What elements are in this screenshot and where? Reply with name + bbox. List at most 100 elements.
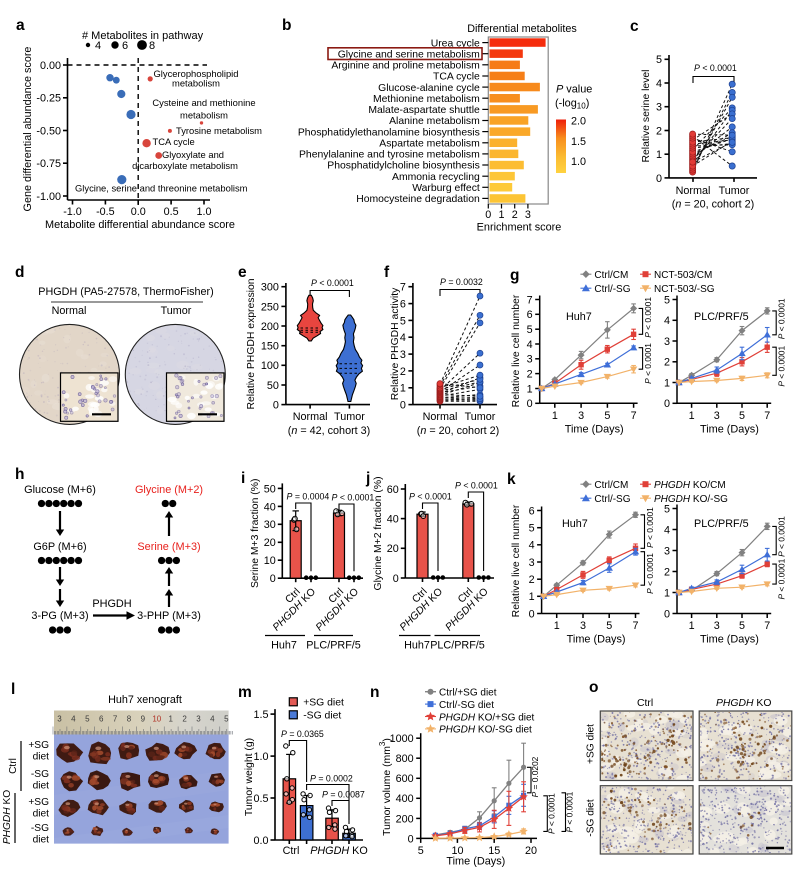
svg-text:-SG: -SG <box>31 769 49 780</box>
svg-text:(n = 20, cohort 2): (n = 20, cohort 2) <box>672 199 755 211</box>
svg-text:3: 3 <box>714 620 720 632</box>
svg-text:-1.0: -1.0 <box>63 206 82 218</box>
svg-text:P = 0.0032: P = 0.0032 <box>440 277 483 287</box>
svg-text:5: 5 <box>224 715 229 724</box>
svg-text:3: 3 <box>400 349 406 361</box>
svg-text:Time (Days): Time (Days) <box>700 423 759 435</box>
svg-text:Tumor: Tumor <box>465 411 496 423</box>
svg-text:e: e <box>238 264 247 281</box>
svg-text:10: 10 <box>264 555 276 567</box>
svg-text:Tumor: Tumor <box>334 411 365 423</box>
svg-text:1000: 1000 <box>390 733 414 745</box>
svg-text:1: 1 <box>689 620 695 632</box>
svg-text:400: 400 <box>396 793 414 805</box>
svg-text:Serine (M+3): Serine (M+3) <box>137 541 200 553</box>
svg-text:Huh7 xenograft: Huh7 xenograft <box>108 694 182 706</box>
svg-text:Arginine and proline metabolis: Arginine and proline metabolism <box>331 61 479 72</box>
svg-text:50: 50 <box>267 380 279 392</box>
svg-text:4: 4 <box>210 715 215 724</box>
svg-text:0.5: 0.5 <box>164 206 179 218</box>
svg-text:5: 5 <box>606 620 612 632</box>
svg-text:1: 1 <box>554 620 560 632</box>
svg-text:10: 10 <box>152 715 161 724</box>
svg-text:b: b <box>282 17 291 34</box>
svg-text:n: n <box>370 684 379 701</box>
svg-text:P = 0.0087: P = 0.0087 <box>322 790 365 800</box>
svg-text:0.0: 0.0 <box>253 835 268 847</box>
svg-text:P < 0.0001: P < 0.0001 <box>694 63 737 73</box>
svg-text:2: 2 <box>656 125 662 137</box>
svg-text:7: 7 <box>527 294 533 306</box>
svg-text:150: 150 <box>261 341 279 353</box>
svg-text:3: 3 <box>664 545 670 557</box>
svg-text:P < 0.0001: P < 0.0001 <box>643 343 653 384</box>
svg-text:P < 0.0001: P < 0.0001 <box>645 553 655 594</box>
svg-text:1.0: 1.0 <box>571 156 586 168</box>
svg-text:40: 40 <box>264 501 276 513</box>
svg-text:3: 3 <box>580 620 586 632</box>
svg-text:8: 8 <box>149 40 155 52</box>
svg-text:Relative live cell number: Relative live cell number <box>511 504 522 617</box>
svg-text:PLC/PRF/5: PLC/PRF/5 <box>694 311 749 323</box>
svg-text:5: 5 <box>656 54 662 66</box>
svg-text:1: 1 <box>664 587 670 599</box>
svg-text:200: 200 <box>261 321 279 333</box>
svg-text:0.00: 0.00 <box>40 60 61 72</box>
svg-text:PHGDH: PHGDH <box>92 598 131 610</box>
svg-text:diet: diet <box>33 752 50 763</box>
svg-text:PHGDH KO: PHGDH KO <box>2 790 13 844</box>
svg-text:TCA cycle: TCA cycle <box>433 72 480 83</box>
svg-text:Methionine metabolism: Methionine metabolism <box>373 94 480 105</box>
svg-text:1: 1 <box>400 383 406 395</box>
svg-text:Time (Days): Time (Days) <box>446 855 505 867</box>
svg-text:metabolism: metabolism <box>172 78 220 89</box>
svg-text:5: 5 <box>604 410 610 422</box>
svg-text:5: 5 <box>739 620 745 632</box>
svg-text:Relative PHGDH expression: Relative PHGDH expression <box>246 278 257 409</box>
svg-text:G6P (M+6): G6P (M+6) <box>33 541 86 553</box>
svg-text:10: 10 <box>451 845 463 857</box>
svg-text:3: 3 <box>529 557 535 569</box>
svg-text:20: 20 <box>387 543 399 555</box>
svg-text:+SG diet: +SG diet <box>586 724 597 764</box>
svg-text:-SG diet: -SG diet <box>303 710 341 721</box>
svg-text:P = 0.0365: P = 0.0365 <box>281 729 324 739</box>
svg-text:3-PG (M+3): 3-PG (M+3) <box>31 610 88 622</box>
svg-text:Tumor: Tumor <box>161 305 192 317</box>
svg-text:20: 20 <box>264 537 276 549</box>
svg-text:40: 40 <box>387 514 399 526</box>
svg-text:Glycine, serine and threonine: Glycine, serine and threonine metabolism <box>75 183 248 194</box>
svg-text:Relative live cell number: Relative live cell number <box>511 294 522 407</box>
svg-text:5: 5 <box>529 523 535 535</box>
svg-text:Huh7: Huh7 <box>562 518 588 530</box>
svg-text:0: 0 <box>485 209 491 221</box>
svg-text:j: j <box>365 470 370 487</box>
svg-text:P < 0.0001: P < 0.0001 <box>777 346 787 387</box>
svg-text:TCA cycle: TCA cycle <box>153 136 195 147</box>
svg-text:# Metabolites in pathway: # Metabolites in pathway <box>82 30 204 42</box>
svg-text:0: 0 <box>527 398 533 410</box>
svg-text:+SG: +SG <box>28 797 49 808</box>
svg-text:Ctrl: Ctrl <box>637 698 653 709</box>
svg-text:metabolism: metabolism <box>180 110 228 121</box>
svg-text:2: 2 <box>664 357 670 369</box>
svg-text:1: 1 <box>656 149 662 161</box>
svg-text:PHGDH (PA5-27578, ThermoFishe: PHGDH (PA5-27578, ThermoFisher) <box>38 286 213 298</box>
svg-text:Tyrosine metabolism: Tyrosine metabolism <box>176 125 262 136</box>
svg-text:Time (Days): Time (Days) <box>567 634 626 646</box>
svg-text:Glucose (M+6): Glucose (M+6) <box>24 484 96 496</box>
svg-text:2: 2 <box>512 209 518 221</box>
svg-text:diet: diet <box>33 809 50 820</box>
svg-text:7: 7 <box>113 715 118 724</box>
svg-text:PHGDH KO/-SG diet: PHGDH KO/-SG diet <box>439 725 532 736</box>
svg-text:Enrichment score: Enrichment score <box>477 222 562 234</box>
svg-text:5: 5 <box>418 845 424 857</box>
svg-text:Normal: Normal <box>423 411 458 423</box>
svg-text:+SG diet: +SG diet <box>303 697 344 708</box>
svg-text:20: 20 <box>525 845 537 857</box>
svg-text:Ctrl/-SG: Ctrl/-SG <box>594 284 630 295</box>
svg-text:(n = 20, cohort 2): (n = 20, cohort 2) <box>417 425 500 437</box>
svg-text:7: 7 <box>631 410 637 422</box>
svg-text:Relative serine level: Relative serine level <box>641 70 652 163</box>
svg-text:-SG: -SG <box>31 823 49 834</box>
